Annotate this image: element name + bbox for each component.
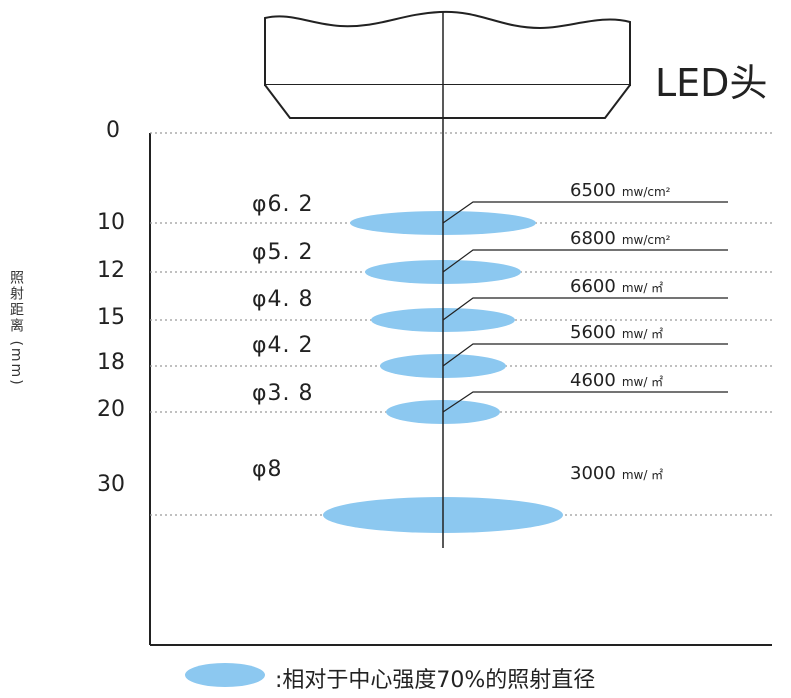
leader-line-15 <box>442 297 728 321</box>
irradiance-unit: mw/ ㎡ <box>621 375 664 389</box>
irradiance-unit: mw/ ㎡ <box>621 327 664 341</box>
tick-label-12: 12 <box>97 258 125 283</box>
irradiance-value: 5600 <box>570 322 616 343</box>
led-head-top <box>264 10 631 86</box>
irradiance-unit: mw/ ㎡ <box>621 468 664 482</box>
irradiance-value: 6500 <box>570 180 616 201</box>
tick-label-30: 30 <box>97 472 125 497</box>
legend-swatch <box>185 663 265 687</box>
led-head-lens <box>264 84 631 119</box>
axis-title: 照射距离 (mm) <box>8 270 24 387</box>
tick-label-20: 20 <box>97 397 125 422</box>
diameter-label-18: φ4. 2 <box>252 333 314 358</box>
tick-label-18: 18 <box>97 350 125 375</box>
irradiance-unit: mw/cm² <box>621 233 671 247</box>
diameter-label-20: φ3. 8 <box>252 381 314 406</box>
irradiance-label-15: 6600 mw/ ㎡ <box>570 276 663 297</box>
legend-text: :相对于中心强度70%的照射直径 <box>275 668 596 693</box>
tick-label-10: 10 <box>97 210 125 235</box>
irradiance-label-10: 6500 mw/cm² <box>570 180 670 201</box>
irradiance-value: 3000 <box>570 463 616 484</box>
leader-line-12 <box>442 249 728 273</box>
leader-line-20 <box>442 391 728 413</box>
diameter-label-10: φ6. 2 <box>252 192 314 217</box>
leader-line-18 <box>442 343 728 367</box>
diameter-label-12: φ5. 2 <box>252 240 314 265</box>
irradiance-label-20: 4600 mw/ ㎡ <box>570 370 663 391</box>
tick-label-15: 15 <box>97 305 125 330</box>
leader-lines <box>442 201 728 413</box>
irradiance-value: 6800 <box>570 228 616 249</box>
diameter-label-30: φ8 <box>252 457 283 482</box>
irradiance-unit: mw/ ㎡ <box>621 281 664 295</box>
irradiance-value: 6600 <box>570 276 616 297</box>
irradiance-label-12: 6800 mw/cm² <box>570 228 670 249</box>
irradiance-label-18: 5600 mw/ ㎡ <box>570 322 663 343</box>
irradiance-label-30: 3000 mw/ ㎡ <box>570 463 663 484</box>
led-head-label: LED头 <box>655 61 768 105</box>
irradiance-value: 4600 <box>570 370 616 391</box>
tick-label-0: 0 <box>106 118 120 143</box>
diameter-label-15: φ4. 8 <box>252 287 314 312</box>
irradiance-unit: mw/cm² <box>621 185 671 199</box>
leader-line-10 <box>442 201 728 224</box>
